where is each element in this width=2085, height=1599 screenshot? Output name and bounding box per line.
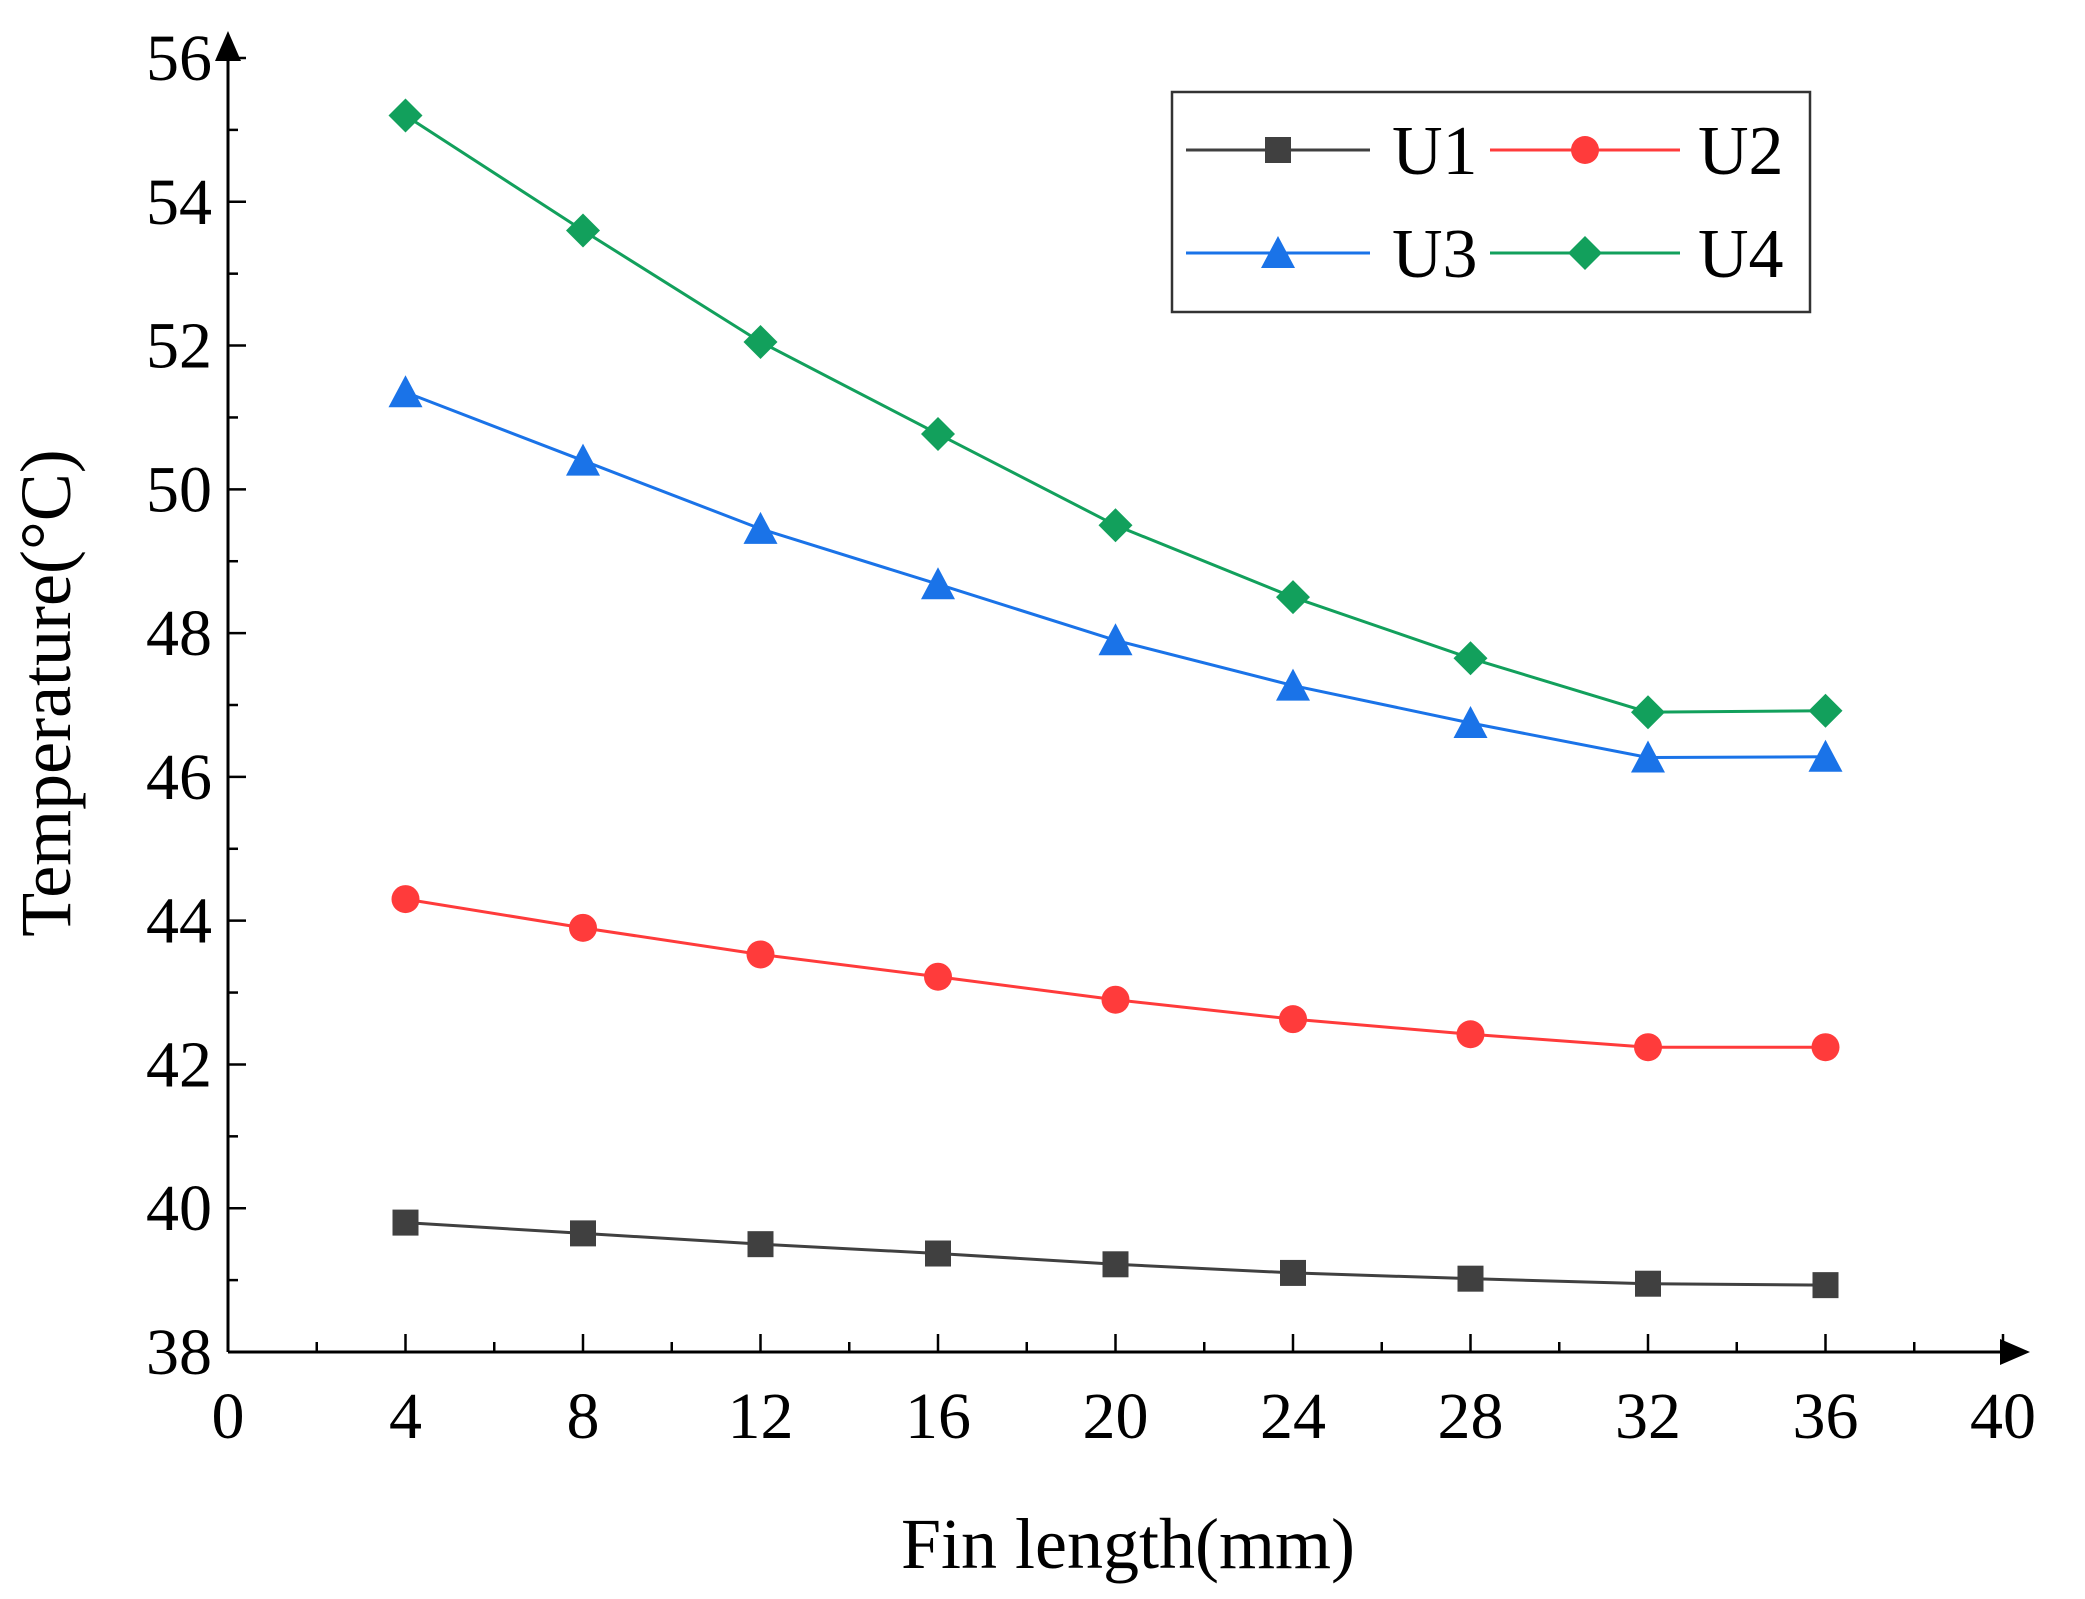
data-point-u3	[1631, 740, 1665, 773]
data-point-u1	[570, 1220, 596, 1247]
data-point-u3	[743, 511, 778, 544]
data-point-u1	[1812, 1272, 1839, 1299]
legend-marker	[1568, 236, 1602, 270]
x-tick-label: 40	[1970, 1380, 2036, 1453]
legend-label: U3	[1392, 216, 1478, 293]
data-point-u4	[566, 213, 600, 248]
data-point-u3	[1276, 668, 1310, 701]
data-point-u4	[921, 416, 955, 451]
series-u4	[388, 98, 1843, 730]
data-point-u1	[1457, 1265, 1484, 1292]
x-tick-label: 16	[905, 1380, 971, 1453]
y-tick-label: 54	[146, 166, 212, 239]
x-tick-label: 12	[728, 1380, 794, 1453]
legend-marker	[1261, 236, 1295, 268]
y-tick-label: 46	[146, 741, 212, 814]
x-tick-label: 28	[1438, 1380, 1504, 1453]
data-point-u4	[1808, 693, 1843, 728]
data-point-u2	[1279, 1005, 1307, 1034]
data-point-u4	[388, 98, 423, 133]
legend-box	[1170, 90, 1812, 314]
legend-label: U2	[1698, 113, 1784, 190]
legend-item-u3: U3	[1186, 216, 1478, 293]
y-axis-title: Temperature(°C)	[6, 449, 86, 937]
data-point-u3	[1453, 705, 1488, 738]
data-point-u2	[1101, 985, 1130, 1014]
x-tick-label: 32	[1615, 1380, 1681, 1453]
x-tick-label: 20	[1083, 1380, 1149, 1453]
data-point-u1	[392, 1209, 419, 1236]
data-point-u3	[1808, 739, 1843, 772]
y-tick-label: 38	[146, 1316, 212, 1389]
y-tick-label: 52	[146, 310, 212, 383]
y-tick-label: 44	[146, 885, 212, 958]
x-tick-label: 8	[567, 1380, 600, 1453]
x-axis-title: Fin length(mm)	[901, 1504, 1355, 1584]
data-point-u1	[1102, 1251, 1129, 1278]
data-point-u3	[1098, 623, 1133, 656]
y-tick-label: 42	[146, 1028, 212, 1101]
legend: U1 U2 U3 U4	[1170, 90, 1812, 314]
series-u3	[388, 375, 1843, 773]
data-point-u1	[1635, 1270, 1661, 1297]
x-tick-label: 0	[212, 1380, 245, 1453]
x-tick-label: 36	[1793, 1380, 1859, 1453]
data-point-u2	[1811, 1033, 1840, 1062]
data-point-u2	[746, 940, 775, 969]
x-tick-label: 24	[1260, 1380, 1326, 1453]
y-tick-label: 50	[146, 453, 212, 526]
legend-marker	[1265, 137, 1291, 163]
data-point-u2	[1456, 1020, 1485, 1049]
data-point-u2	[391, 885, 420, 914]
data-point-u3	[566, 443, 600, 476]
data-point-u1	[1280, 1259, 1306, 1286]
x-tick-label: 4	[389, 1380, 422, 1453]
data-point-u4	[1276, 580, 1310, 615]
data-point-u3	[921, 567, 955, 600]
y-tick-label: 40	[146, 1172, 212, 1245]
series-u2	[391, 885, 1840, 1062]
y-tick-label: 56	[146, 22, 212, 95]
ticks	[228, 56, 2005, 1352]
series-u1	[392, 1209, 1839, 1299]
legend-label: U1	[1392, 113, 1478, 190]
data-point-u4	[1453, 641, 1488, 676]
series-layer	[388, 98, 1843, 1299]
data-point-u4	[1098, 508, 1133, 543]
data-point-u2	[569, 913, 597, 942]
legend-item-u4: U4	[1490, 216, 1784, 293]
legend-item-u2: U2	[1490, 113, 1784, 190]
data-point-u1	[925, 1240, 951, 1267]
data-point-u4	[1631, 695, 1665, 730]
data-point-u1	[747, 1231, 774, 1258]
y-axis-arrow	[215, 31, 241, 61]
data-point-u2	[924, 962, 952, 991]
legend-label: U4	[1698, 216, 1784, 293]
legend-marker	[1571, 136, 1599, 164]
data-point-u3	[388, 375, 423, 408]
y-tick-label: 48	[146, 597, 212, 670]
legend-item-u1: U1	[1186, 113, 1478, 190]
x-axis-arrow	[2000, 1339, 2030, 1365]
data-point-u2	[1634, 1033, 1662, 1062]
data-point-u4	[743, 324, 778, 359]
